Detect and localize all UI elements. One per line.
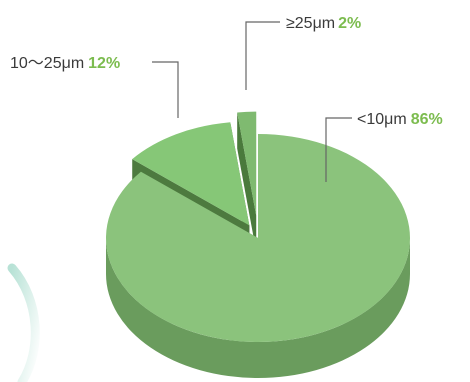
label-slice-2: ≥25μm 2% (286, 15, 361, 32)
percent-label-0: 86% (411, 111, 443, 128)
percent-label-1: 12% (88, 55, 120, 72)
label-slice-0: <10μm 86% (357, 111, 443, 128)
percent-label-2: 2% (338, 15, 361, 32)
category-label-0: <10μm (357, 111, 407, 128)
slice-side-0 (106, 238, 410, 378)
leader-line-0 (325, 117, 352, 182)
slice-top-0 (106, 134, 410, 342)
slice-top-1 (132, 122, 250, 226)
slice-wall-2-0 (237, 112, 257, 252)
pie-slice-2 (237, 111, 257, 252)
decorative-ring (7, 263, 40, 382)
category-label-1: 10～25μm (10, 55, 84, 72)
leader-lines (152, 21, 352, 182)
leader-line-2 (245, 21, 280, 90)
pie-slice-0 (106, 134, 410, 378)
pie-slices (106, 111, 410, 378)
leader-line-1 (152, 61, 179, 118)
label-slice-1: 10～25μm 12% (10, 55, 120, 72)
category-label-2: ≥25μm (286, 15, 335, 32)
slice-top-2 (237, 111, 257, 216)
